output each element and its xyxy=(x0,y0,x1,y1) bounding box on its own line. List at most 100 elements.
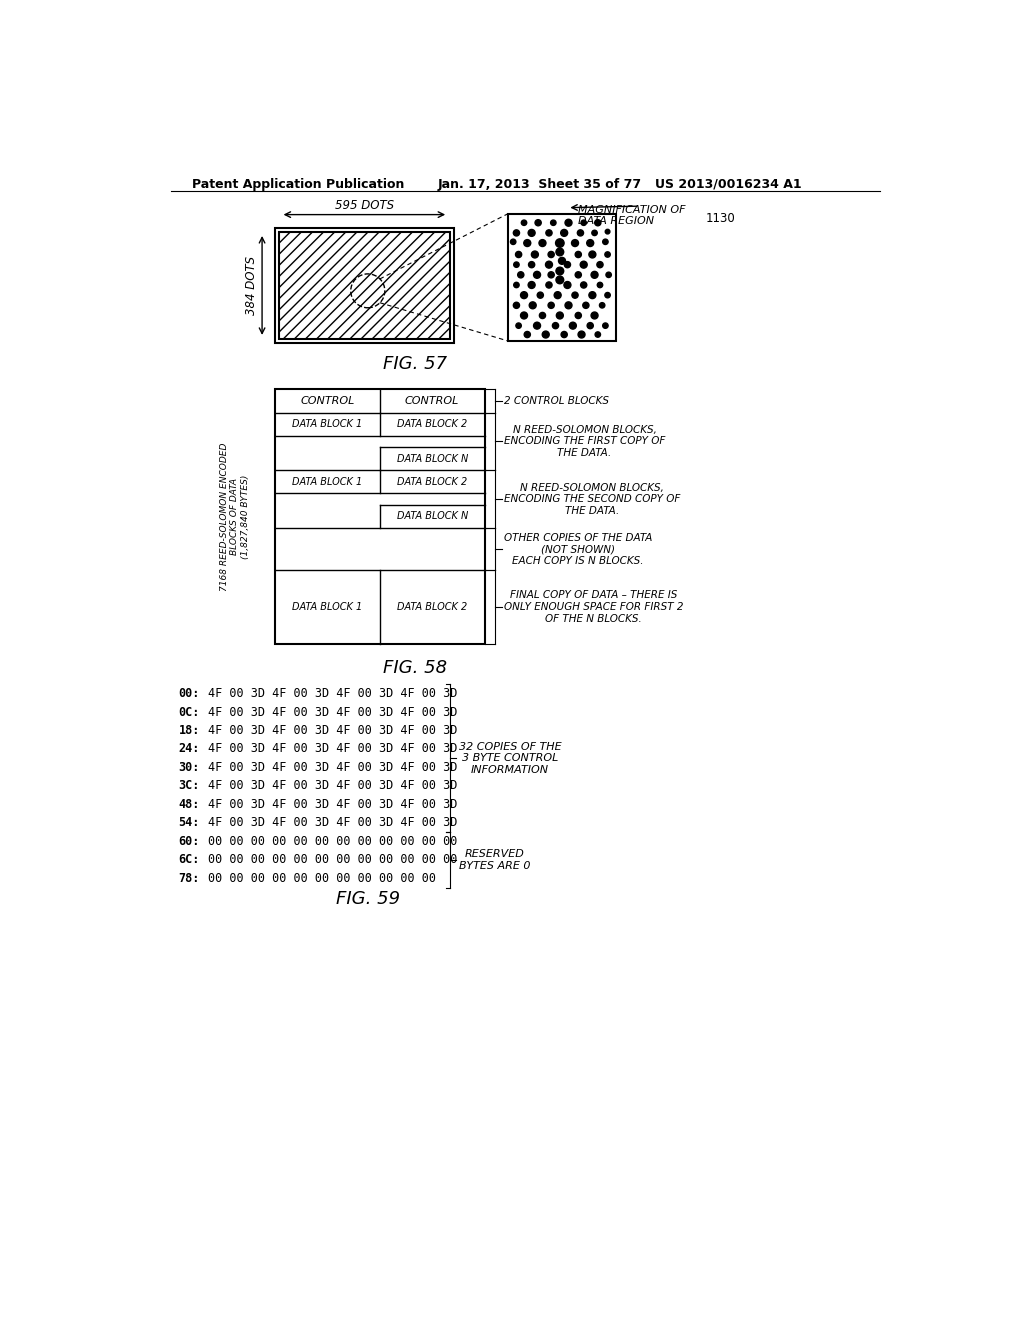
Text: 3C:: 3C: xyxy=(178,779,200,792)
Circle shape xyxy=(581,220,587,226)
Text: Patent Application Publication: Patent Application Publication xyxy=(193,178,404,190)
Text: N REED-SOLOMON BLOCKS,
ENCODING THE SECOND COPY OF
THE DATA.: N REED-SOLOMON BLOCKS, ENCODING THE SECO… xyxy=(504,483,680,516)
Circle shape xyxy=(587,240,594,247)
Text: CONTROL: CONTROL xyxy=(406,396,460,407)
Circle shape xyxy=(561,331,567,338)
Circle shape xyxy=(565,302,572,309)
Text: DATA BLOCK 1: DATA BLOCK 1 xyxy=(293,477,362,487)
Circle shape xyxy=(520,312,527,319)
Circle shape xyxy=(589,292,596,298)
Circle shape xyxy=(556,312,563,319)
Text: 4F 00 3D 4F 00 3D 4F 00 3D 4F 00 3D: 4F 00 3D 4F 00 3D 4F 00 3D 4F 00 3D xyxy=(208,686,457,700)
Text: DATA BLOCK N: DATA BLOCK N xyxy=(396,454,468,463)
Circle shape xyxy=(528,281,536,289)
Text: 48:: 48: xyxy=(178,797,200,810)
Text: DATA BLOCK 2: DATA BLOCK 2 xyxy=(397,602,467,612)
Circle shape xyxy=(546,230,552,236)
Circle shape xyxy=(548,272,554,279)
Circle shape xyxy=(592,230,597,235)
Circle shape xyxy=(534,322,541,329)
Circle shape xyxy=(572,292,579,298)
Circle shape xyxy=(534,272,541,279)
Circle shape xyxy=(510,239,516,244)
Text: 30:: 30: xyxy=(178,760,200,774)
Circle shape xyxy=(546,282,552,288)
Circle shape xyxy=(521,220,526,226)
Circle shape xyxy=(528,230,536,236)
Circle shape xyxy=(569,322,577,329)
Text: FIG. 59: FIG. 59 xyxy=(336,890,400,908)
Circle shape xyxy=(591,272,598,279)
Text: CONTROL: CONTROL xyxy=(300,396,354,407)
Circle shape xyxy=(543,331,549,338)
Text: 595 DOTS: 595 DOTS xyxy=(335,198,394,211)
Text: 4F 00 3D 4F 00 3D 4F 00 3D 4F 00 3D: 4F 00 3D 4F 00 3D 4F 00 3D 4F 00 3D xyxy=(208,760,457,774)
Text: DATA BLOCK 2: DATA BLOCK 2 xyxy=(397,477,467,487)
Circle shape xyxy=(603,323,608,329)
Text: 6C:: 6C: xyxy=(178,853,200,866)
Circle shape xyxy=(529,302,537,309)
Text: 4F 00 3D 4F 00 3D 4F 00 3D 4F 00 3D: 4F 00 3D 4F 00 3D 4F 00 3D 4F 00 3D xyxy=(208,723,457,737)
Text: MAGNIFICATION OF
DATA REGION: MAGNIFICATION OF DATA REGION xyxy=(578,205,685,226)
Circle shape xyxy=(578,230,584,236)
Circle shape xyxy=(546,261,553,268)
Circle shape xyxy=(575,272,582,279)
Text: 78:: 78: xyxy=(178,871,200,884)
Text: FINAL COPY OF DATA – THERE IS
ONLY ENOUGH SPACE FOR FIRST 2
OF THE N BLOCKS.: FINAL COPY OF DATA – THERE IS ONLY ENOUG… xyxy=(504,590,683,623)
Circle shape xyxy=(571,240,579,247)
Circle shape xyxy=(513,302,519,309)
Text: OTHER COPIES OF THE DATA
(NOT SHOWN)
EACH COPY IS N BLOCKS.: OTHER COPIES OF THE DATA (NOT SHOWN) EAC… xyxy=(504,532,652,566)
Circle shape xyxy=(556,239,564,247)
Text: 7168 REED-SOLOMON ENCODED
BLOCKS OF DATA
(1,827,840 BYTES): 7168 REED-SOLOMON ENCODED BLOCKS OF DATA… xyxy=(220,442,250,590)
Text: DATA BLOCK N: DATA BLOCK N xyxy=(396,511,468,521)
Circle shape xyxy=(597,261,603,268)
Circle shape xyxy=(528,261,535,268)
Circle shape xyxy=(597,282,603,288)
Circle shape xyxy=(595,331,600,337)
Circle shape xyxy=(520,292,527,298)
Circle shape xyxy=(524,240,530,247)
Circle shape xyxy=(516,323,521,329)
Circle shape xyxy=(591,312,598,319)
Text: 60:: 60: xyxy=(178,834,200,847)
Text: DATA BLOCK 1: DATA BLOCK 1 xyxy=(293,418,362,429)
Circle shape xyxy=(558,257,565,264)
Text: 4F 00 3D 4F 00 3D 4F 00 3D 4F 00 3D: 4F 00 3D 4F 00 3D 4F 00 3D 4F 00 3D xyxy=(208,779,457,792)
Circle shape xyxy=(564,261,570,268)
Circle shape xyxy=(556,248,563,256)
Text: 1130: 1130 xyxy=(706,213,735,226)
Circle shape xyxy=(524,331,530,338)
Text: DATA BLOCK 1: DATA BLOCK 1 xyxy=(293,602,362,612)
Bar xyxy=(275,227,454,343)
Text: 4F 00 3D 4F 00 3D 4F 00 3D 4F 00 3D: 4F 00 3D 4F 00 3D 4F 00 3D 4F 00 3D xyxy=(208,816,457,829)
Text: 384 DOTS: 384 DOTS xyxy=(245,256,258,315)
Circle shape xyxy=(535,219,542,226)
Text: 18:: 18: xyxy=(178,723,200,737)
Circle shape xyxy=(595,219,601,226)
Circle shape xyxy=(581,282,587,288)
Text: 4F 00 3D 4F 00 3D 4F 00 3D 4F 00 3D: 4F 00 3D 4F 00 3D 4F 00 3D 4F 00 3D xyxy=(208,797,457,810)
Bar xyxy=(275,389,484,644)
Circle shape xyxy=(578,331,585,338)
Circle shape xyxy=(603,239,608,244)
Circle shape xyxy=(518,272,524,279)
Circle shape xyxy=(605,230,610,234)
Circle shape xyxy=(552,322,558,329)
Circle shape xyxy=(605,252,610,257)
Circle shape xyxy=(587,322,593,329)
Circle shape xyxy=(605,293,610,298)
Text: US 2013/0016234 A1: US 2013/0016234 A1 xyxy=(655,178,802,190)
Text: 24:: 24: xyxy=(178,742,200,755)
Circle shape xyxy=(565,219,572,226)
Circle shape xyxy=(564,281,571,289)
Bar xyxy=(508,214,616,341)
Circle shape xyxy=(514,282,519,288)
Circle shape xyxy=(581,261,587,268)
Text: FIG. 58: FIG. 58 xyxy=(383,659,446,677)
Circle shape xyxy=(554,292,561,298)
Circle shape xyxy=(599,302,605,308)
Circle shape xyxy=(583,302,589,309)
Text: FIG. 57: FIG. 57 xyxy=(383,355,446,372)
Text: 2 CONTROL BLOCKS: 2 CONTROL BLOCKS xyxy=(504,396,609,407)
Text: Jan. 17, 2013  Sheet 35 of 77: Jan. 17, 2013 Sheet 35 of 77 xyxy=(438,178,642,190)
